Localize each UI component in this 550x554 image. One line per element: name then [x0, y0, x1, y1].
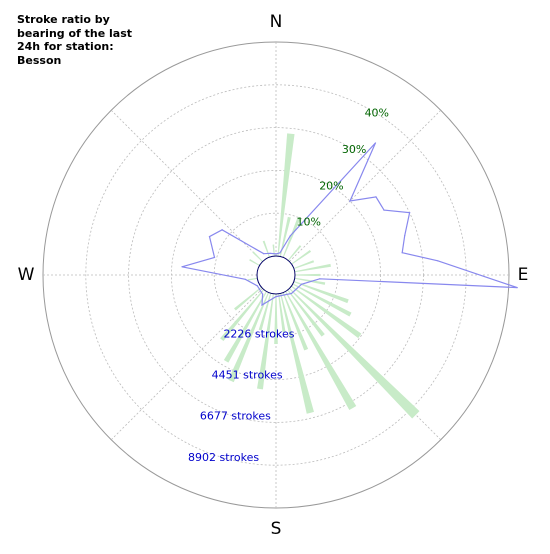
stroke-bar — [272, 244, 275, 257]
stroke-bar — [262, 240, 270, 258]
stroke-bar — [287, 289, 325, 337]
stroke-bar — [292, 283, 352, 317]
stroke-tick-label: 4451 strokes — [212, 369, 283, 382]
stroke-bar — [252, 251, 263, 262]
ratio-point — [269, 252, 271, 254]
stroke-bar — [279, 216, 291, 257]
center-hole — [256, 255, 296, 295]
stroke-bar — [228, 292, 270, 383]
stroke-bar — [280, 293, 314, 414]
stroke-bar — [282, 292, 309, 351]
stroke-bar — [291, 249, 312, 265]
stroke-bar — [256, 293, 274, 390]
ratio-point — [289, 235, 291, 237]
ratio-point — [221, 229, 223, 231]
ratio-point — [256, 285, 258, 287]
direction-label: S — [271, 519, 282, 539]
ratio-point — [208, 236, 211, 238]
ratio-point — [275, 295, 277, 298]
grid-spoke — [110, 109, 263, 262]
stroke-bar — [289, 288, 420, 419]
stroke-bar — [223, 291, 267, 363]
ratio-point — [290, 292, 293, 295]
ratio-tick-label: 40% — [365, 107, 389, 120]
ratio-point — [374, 142, 377, 144]
grid-ring — [85, 84, 467, 466]
ratio-point — [383, 209, 385, 211]
ratio-point — [279, 252, 281, 254]
ratio-point — [319, 278, 321, 280]
ratio-point — [300, 283, 303, 285]
ratio-point — [404, 235, 406, 237]
stroke-tick-label: 6677 strokes — [200, 410, 271, 423]
ratio-point — [401, 252, 403, 254]
ratio-tick-label: 30% — [342, 143, 366, 156]
stroke-bar — [294, 273, 320, 277]
stroke-bar — [258, 293, 272, 331]
stroke-bar — [291, 285, 362, 339]
ratio-point — [408, 212, 411, 214]
stroke-bar — [247, 277, 258, 281]
stroke-bar — [294, 263, 331, 273]
ratio-point — [263, 253, 265, 255]
ratio-point — [261, 304, 263, 306]
ratio-point — [437, 260, 439, 262]
ratio-point — [181, 266, 183, 268]
stroke-bar — [287, 245, 302, 261]
ratio-point — [349, 200, 351, 202]
stroke-tick-label: 8902 strokes — [188, 451, 259, 464]
ratio-tick-label: 20% — [319, 179, 343, 192]
stroke-bar — [249, 259, 260, 266]
ratio-point — [244, 278, 246, 280]
ratio-point — [275, 253, 277, 255]
stroke-bar — [285, 291, 357, 410]
stroke-bar — [278, 293, 286, 333]
stroke-bar — [282, 217, 301, 258]
direction-label: W — [18, 265, 35, 285]
grid-spoke — [289, 109, 442, 262]
direction-label: N — [270, 12, 283, 32]
chart-title: Stroke ratio by bearing of the last 24h … — [17, 13, 133, 67]
stroke-bar — [274, 293, 278, 344]
ratio-point — [262, 293, 264, 295]
stroke-bar — [293, 260, 315, 269]
direction-label: E — [518, 265, 529, 285]
stroke-bar — [234, 286, 262, 311]
stroke-bar — [293, 281, 349, 304]
ratio-point — [516, 287, 518, 289]
ratio-point — [375, 196, 377, 198]
ratio-line — [181, 142, 518, 307]
stroke-bar — [220, 289, 265, 342]
stroke-tick-label: 2226 strokes — [223, 327, 294, 340]
stroke-bar — [277, 133, 295, 257]
ratio-tick-label: 10% — [297, 216, 321, 229]
ratio-point — [213, 256, 216, 258]
